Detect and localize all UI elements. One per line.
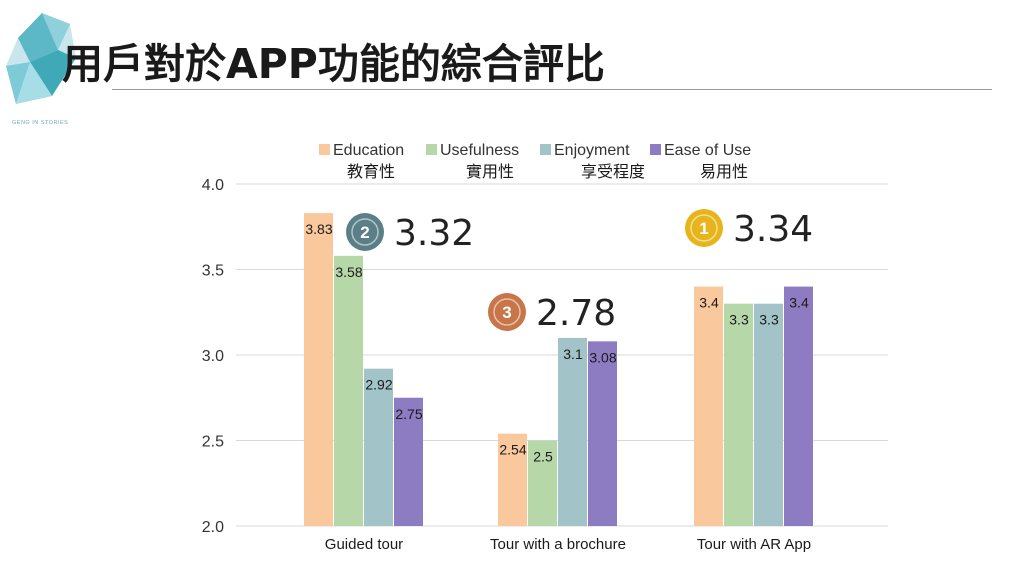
y-tick-label: 4.0 [202,177,224,194]
data-label: 2.75 [395,406,422,422]
bar [724,303,753,526]
average-score: 2.78 [536,293,616,334]
bar [588,341,617,526]
legend-label-zh: 教育性 [347,162,395,181]
y-tick-label: 2.0 [202,519,224,536]
data-label: 3.1 [563,346,583,362]
title-divider [112,89,992,90]
data-label: 3.4 [699,295,719,311]
medal-ring [351,218,379,246]
legend-swatch [426,144,437,155]
medal-rank-number: 1 [699,219,708,238]
y-tick-label: 3.0 [202,348,224,365]
data-label: 2.92 [365,377,392,393]
data-label: 2.5 [533,449,553,465]
bar [784,286,813,526]
x-category-label: Tour with a brochure [490,536,626,553]
medal-rank-number: 3 [502,303,511,322]
data-label: 3.3 [729,312,749,328]
medal-rank-number: 2 [360,223,369,242]
data-label: 3.3 [759,312,779,328]
legend-swatch [650,144,661,155]
data-label: 3.4 [789,295,809,311]
medal-ring [493,298,521,326]
data-label: 3.58 [335,264,362,280]
y-tick-label: 3.5 [202,263,224,280]
bar [528,440,557,526]
legend-label: Enjoyment [554,142,630,159]
legend-label-zh: 享受程度 [581,162,645,181]
logo-caption: GENG IN STORIES [12,120,68,126]
legend-label-zh: 實用性 [466,162,514,181]
data-label: 3.08 [589,349,616,365]
legend-label: Usefulness [440,142,519,159]
bar [334,255,363,526]
bar [498,433,527,526]
average-score: 3.34 [733,209,813,250]
average-score: 3.32 [394,213,474,254]
legend-swatch [540,144,551,155]
slide-title: 用戶對於APP功能的綜合評比 [62,40,605,88]
bar [304,213,333,526]
y-tick-label: 2.5 [202,434,224,451]
data-label: 3.83 [305,221,332,237]
bar [394,397,423,526]
legend-label: Education [333,142,404,159]
x-category-label: Tour with AR App [697,536,811,553]
x-category-label: Guided tour [325,536,403,553]
bar [558,337,587,526]
legend-swatch [319,144,330,155]
legend-label-zh: 易用性 [700,162,748,181]
legend-label: Ease of Use [664,142,751,159]
bar [364,368,393,526]
bar [694,286,723,526]
company-logo: GENG IN STORIES [6,13,76,126]
bar [754,303,783,526]
data-label: 2.54 [499,442,526,458]
medal-ring [690,214,718,242]
